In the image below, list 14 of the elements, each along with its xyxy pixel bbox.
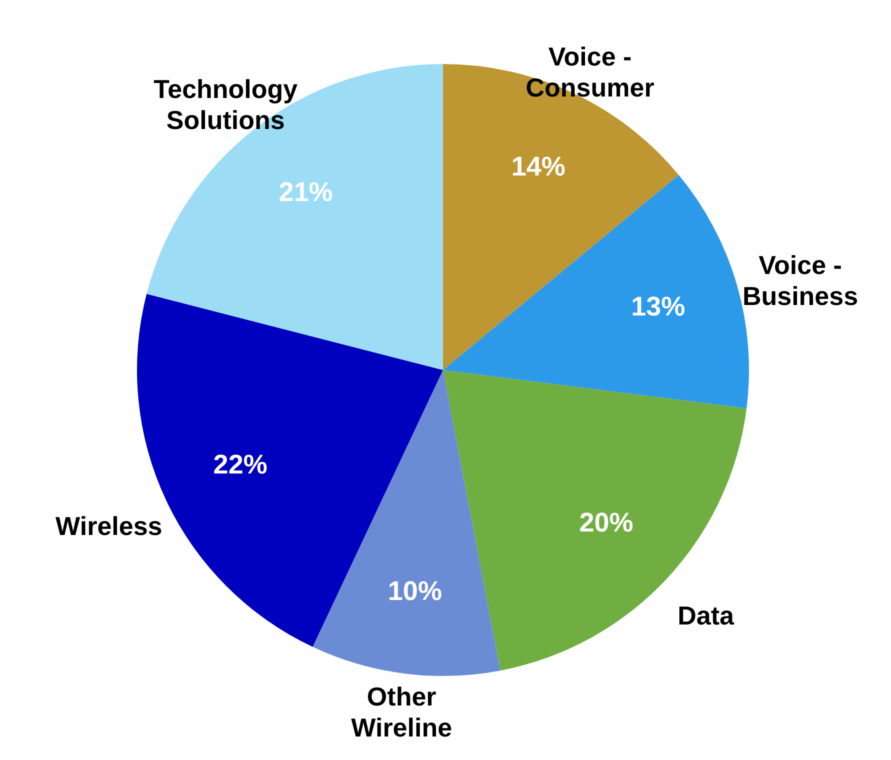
slice-label: Other Wireline <box>351 682 452 743</box>
data-label: 21% <box>278 177 333 208</box>
slice-label: Data <box>678 600 734 631</box>
slice-label: Wireless <box>56 511 162 542</box>
data-label: 10% <box>388 576 442 606</box>
pie-slice <box>146 64 443 370</box>
data-label: 22% <box>213 449 268 480</box>
pie-slice <box>312 370 500 676</box>
data-label: 20% <box>579 507 634 538</box>
data-label: 14% <box>511 151 566 182</box>
pie-slice <box>443 370 747 671</box>
data-label: 13% <box>631 292 686 322</box>
slice-label: Technology Solutions <box>154 74 298 135</box>
slice-label: Voice - Business <box>742 250 858 312</box>
